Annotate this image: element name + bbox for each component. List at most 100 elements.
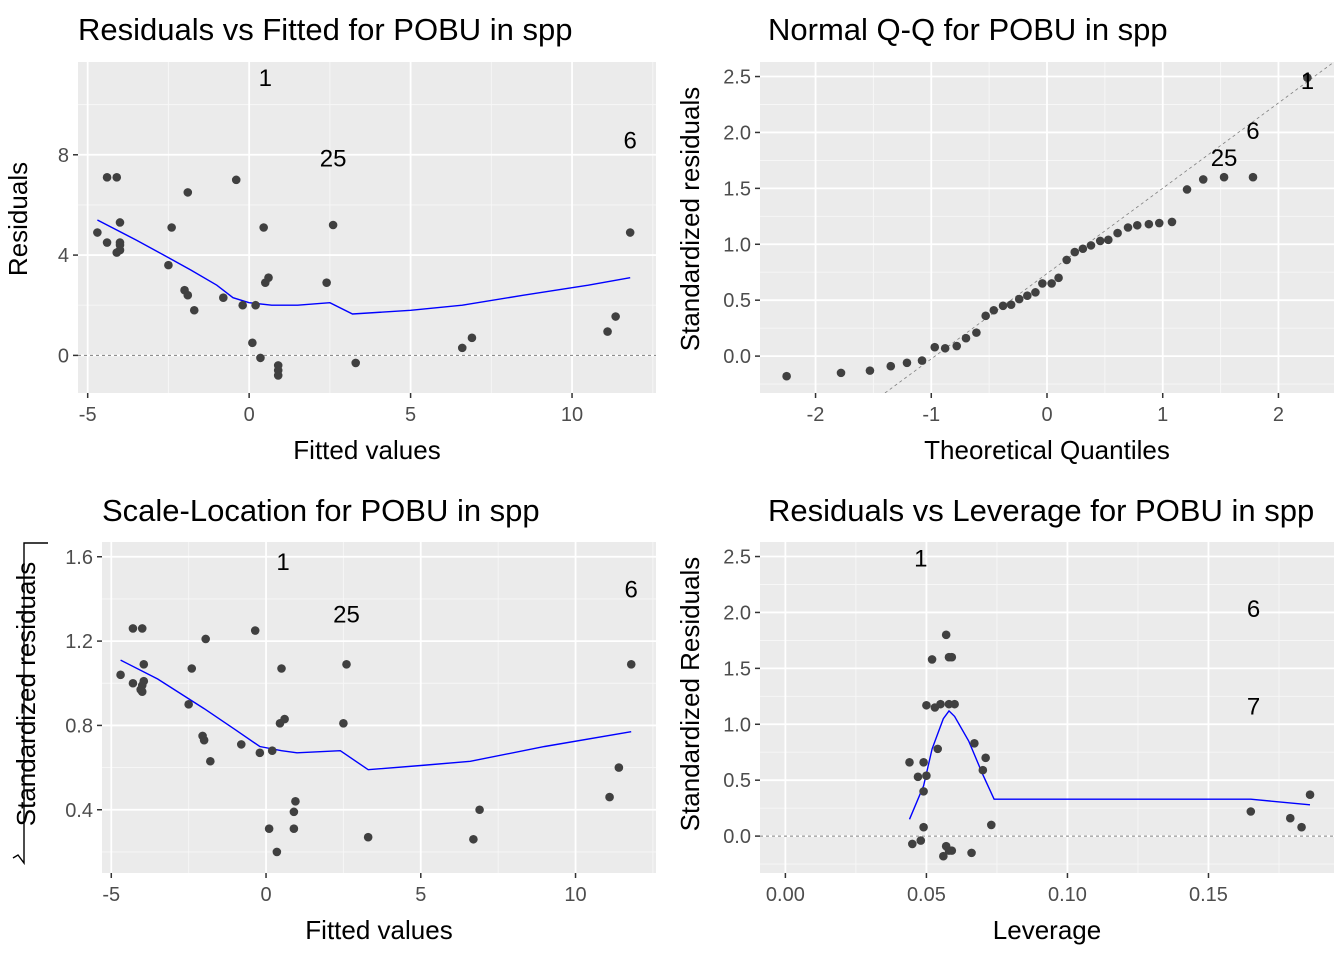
data-point [199, 735, 209, 745]
x-tick-label: 10 [564, 884, 586, 906]
data-point [930, 342, 940, 352]
data-point [183, 188, 193, 197]
data-point [238, 300, 247, 310]
observation-label: 1 [914, 546, 927, 573]
observation-label: 7 [1247, 693, 1260, 720]
data-point [1305, 790, 1315, 800]
data-point [167, 223, 176, 232]
y-axis-label: Standardized residuals [11, 562, 41, 827]
data-point [112, 173, 122, 182]
x-tick-label: 0.10 [1048, 884, 1087, 906]
data-point [1078, 244, 1088, 254]
data-point [248, 338, 257, 348]
sqrt-radical-sign [12, 542, 48, 866]
x-tick-label: 2 [1273, 404, 1284, 426]
chart-title: Scale-Location for POBU in spp [102, 493, 540, 528]
data-point [917, 356, 927, 365]
data-point [933, 744, 943, 754]
y-axis-label: Standardized Residuals [675, 557, 705, 832]
data-point [267, 746, 277, 756]
data-point [902, 358, 912, 368]
data-point [189, 305, 199, 315]
data-point [342, 659, 351, 669]
data-point [1062, 255, 1071, 265]
y-tick-label: 1.6 [65, 547, 93, 569]
data-point [1144, 219, 1154, 229]
data-point [139, 659, 149, 669]
data-point [1285, 813, 1295, 823]
data-point [115, 238, 125, 247]
data-point [231, 175, 241, 185]
data-point [1038, 279, 1047, 288]
data-point [277, 664, 286, 673]
residuals-vs-leverage-panel: 0.00 0.05 0.10 0.15 0.0 0.5 1.0 1.5 2.0 2.5 1 6 7 Res… [672, 480, 1344, 960]
chart-svg: 0.00 0.05 0.10 0.15 0.0 0.5 1.0 1.5 2.0 2.5 1 6 7 Res… [675, 493, 1334, 945]
data-point [625, 228, 635, 237]
data-point [259, 223, 268, 232]
data-point [1086, 241, 1096, 250]
data-point [1023, 291, 1032, 301]
data-point [605, 792, 614, 802]
data-point [978, 765, 988, 775]
data-point [614, 763, 624, 772]
data-point [250, 626, 260, 635]
data-point [291, 797, 300, 806]
y-tick-label: 2.0 [723, 602, 751, 624]
data-point [187, 664, 197, 673]
observation-label: 1 [259, 65, 272, 92]
y-tick-label: 0 [58, 345, 69, 367]
data-point [972, 328, 981, 337]
y-tick-label: 2.0 [723, 122, 751, 144]
data-point [1047, 279, 1056, 288]
residuals-vs-fitted-panel: -5 0 5 10 0 4 8 1 25 6 Residuals vs Fitted for POB… [0, 0, 672, 480]
data-point [328, 220, 338, 230]
plot-layer: 1 6 7 [760, 546, 1334, 861]
x-tick-label: 0 [260, 884, 271, 906]
data-point [611, 312, 620, 321]
data-point [264, 273, 273, 282]
data-point [1246, 807, 1256, 816]
data-point [952, 341, 962, 351]
y-tick-label: 1.5 [723, 178, 751, 200]
data-point [264, 824, 274, 834]
data-point [467, 333, 477, 343]
data-point [128, 624, 138, 633]
data-point [1248, 172, 1258, 182]
data-point [1167, 217, 1177, 227]
data-point [137, 687, 147, 696]
data-point [603, 327, 612, 336]
data-point [351, 358, 360, 368]
data-point [201, 634, 210, 644]
data-point [970, 738, 979, 748]
x-tick-label: 0.05 [907, 884, 946, 906]
y-tick-label: 1.0 [723, 234, 751, 256]
data-point [836, 368, 846, 378]
x-tick-label: 5 [405, 404, 416, 426]
y-tick-label: 4 [58, 245, 69, 267]
data-point [1219, 172, 1229, 182]
data-point [251, 300, 260, 310]
x-tick-label: -2 [807, 404, 825, 426]
data-point [626, 659, 636, 669]
data-point [1014, 294, 1024, 304]
x-tick-label: -5 [79, 404, 97, 426]
data-point [941, 630, 951, 640]
data-point [1095, 236, 1105, 246]
data-point [219, 293, 228, 303]
data-point [1297, 822, 1306, 832]
data-point [280, 714, 289, 724]
data-point [919, 822, 928, 832]
data-point [1198, 175, 1208, 184]
data-point [886, 361, 896, 371]
observation-label: 1 [276, 549, 289, 576]
data-point [961, 333, 971, 343]
data-point [922, 771, 931, 781]
y-tick-label: 2.5 [723, 67, 751, 89]
data-point [128, 678, 138, 688]
x-tick-label: 1 [1157, 404, 1168, 426]
data-point [947, 846, 957, 855]
data-point [1104, 235, 1113, 245]
data-point [183, 290, 193, 300]
observation-label: 6 [625, 576, 638, 603]
data-point [457, 343, 467, 353]
